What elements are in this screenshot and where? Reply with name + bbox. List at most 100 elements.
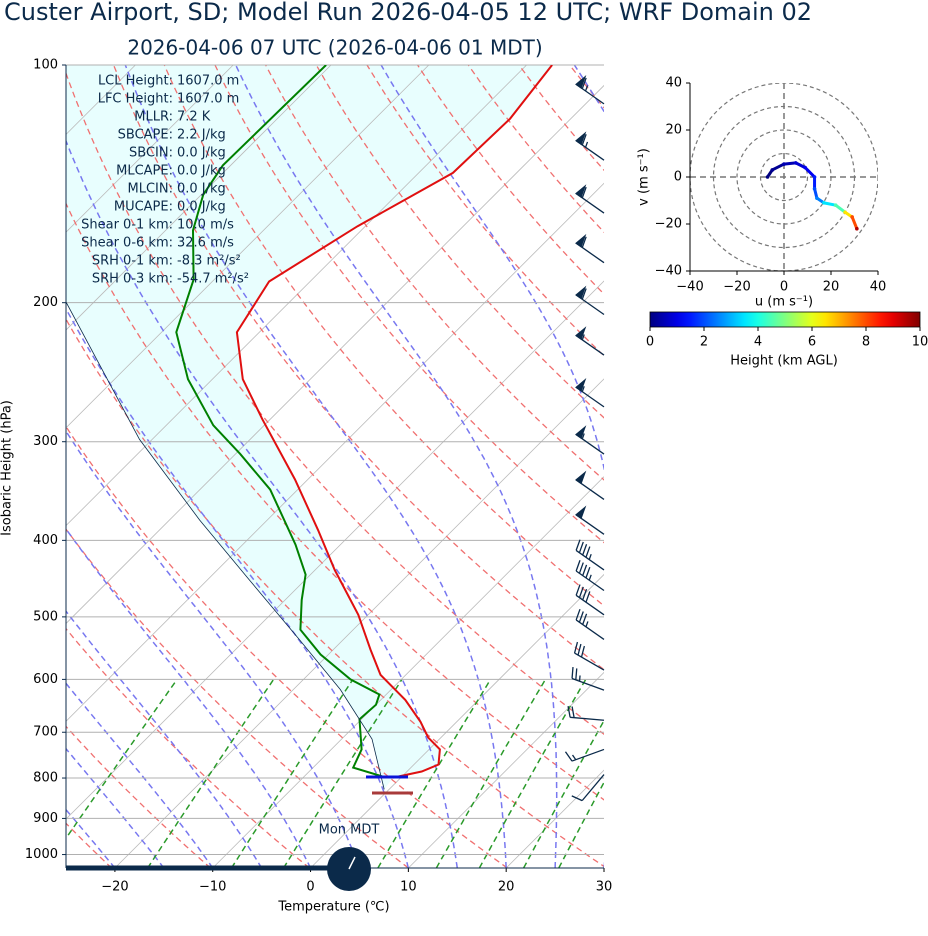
mixing-ratio-line [478,679,587,868]
isotherm [66,65,332,331]
isotherm [408,671,604,868]
barb-half [588,553,592,560]
dry-adiabat [66,725,212,868]
barb-pennant [575,184,587,199]
barb-pennant [575,425,587,440]
x-tick-label: −20 [101,880,128,895]
wind-barb [575,326,605,356]
hodo-segment [822,201,838,207]
stat-label: Shear 0-6 km: [81,236,173,251]
hodo-segment [770,162,786,172]
stat-label: SRH 0-3 km: [92,272,173,287]
stat-value: -54.7 m²/s² [177,272,249,287]
wind-barb [567,705,605,721]
y-tick-label: 500 [33,609,58,624]
colorbar-tick-label: 6 [808,335,816,350]
stat-label: SBCAPE: [118,128,173,143]
stat-label: MLCIN: [128,182,173,197]
isotherm [310,573,604,868]
hodo-point [815,196,819,200]
barb-full [581,134,587,146]
hodo-point [812,175,817,179]
hodo-point [812,186,817,191]
barb-pennant [575,505,587,520]
barb-pennant [575,326,587,341]
moist-adiabat [66,429,361,868]
barb-full [585,591,591,603]
hodo-point [765,175,770,179]
barb-full [578,611,584,623]
hodo-y-tick-label: −20 [655,217,682,232]
wind-barb [575,131,605,161]
dry-adiabat [569,65,604,109]
stat-label: SRH 0-1 km: [92,254,173,269]
dry-adiabat [66,317,604,868]
stat-value: 32.6 m/s [177,236,234,251]
hodo-segment [834,203,847,214]
barb-full [567,705,571,718]
y-tick-label: 300 [33,434,58,449]
isotherm [66,65,527,527]
clock-hand [348,856,356,870]
wind-barb [575,75,605,105]
isotherm [66,182,604,722]
colorbar-tick-label: 4 [754,335,762,350]
x-tick-label: 20 [498,880,515,895]
barb-full [581,288,587,300]
barb-full [571,795,583,802]
moist-adiabat [66,808,116,868]
moist-adiabat [235,65,558,868]
mixing-ratio-line [377,679,492,868]
stat-value: 0.0 J/kg [177,146,226,161]
moist-adiabat [66,527,312,868]
hodo-segment [850,215,859,231]
barb-pennant [575,470,587,485]
colorbar-tick-label: 8 [862,335,870,350]
mixing-ratio-line [522,719,604,868]
stat-label: Shear 0-1 km: [81,218,173,233]
barb-full [564,751,573,762]
barb-full [581,77,587,89]
hodo-point [850,215,854,219]
barb-half [581,386,585,392]
hodo-point [782,162,786,166]
dry-adiabat [823,65,928,868]
hodo-point [803,165,807,170]
stat-value: 1607.0 m [177,92,239,107]
stat-label: MLCAPE: [116,164,173,179]
dry-adiabat [66,425,508,868]
isotherm [114,378,604,868]
stat-label: MLLR: [134,110,173,125]
wind-barb [575,470,605,500]
barb-full [585,566,591,579]
barb-staff [571,677,605,691]
isotherm [603,867,604,868]
hodo-x-tick-label: 40 [870,280,887,295]
barb-full [575,608,581,621]
moist-adiabat [66,747,165,868]
chart-subtitle: 2026-04-06 07 UTC (2026-04-06 01 MDT) [127,36,542,60]
hodo-point [843,210,847,215]
barb-full [578,562,584,574]
y-axis-label: Isobaric Height (hPa) [0,400,15,536]
hodo-segment [803,166,817,179]
dry-adiabat [772,65,928,868]
y-tick-label: 100 [33,58,58,73]
dry-adiabat [66,528,409,868]
moist-adiabat [66,138,459,868]
colorbar-tick-label: 2 [700,335,708,350]
barb-half [581,334,585,341]
clock-label: Mon MDT [319,823,380,838]
barb-full [582,613,588,625]
isotherm [212,476,604,868]
barb-staff [581,774,605,802]
barb-half [584,85,589,92]
wind-barb [575,378,605,408]
hodo-x-tick-label: −20 [723,280,750,295]
y-tick-label: 200 [33,295,58,310]
x-tick-label: 0 [306,880,314,895]
dry-adiabat [163,65,604,607]
colorbar-tick-label: 0 [646,335,654,350]
parcel-line [66,301,385,790]
